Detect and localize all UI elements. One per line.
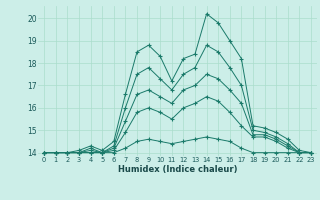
- X-axis label: Humidex (Indice chaleur): Humidex (Indice chaleur): [118, 165, 237, 174]
